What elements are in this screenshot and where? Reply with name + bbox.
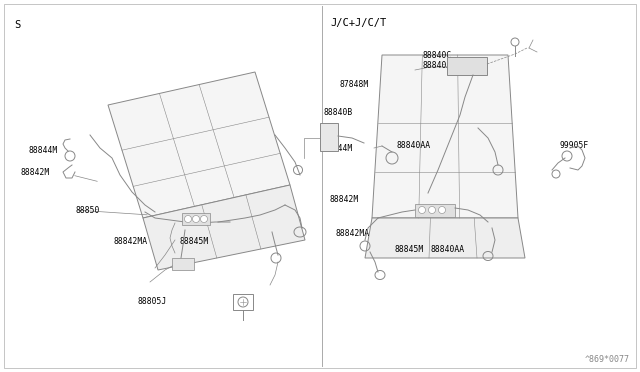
Text: 87848M: 87848M xyxy=(339,80,369,89)
Text: 88840A: 88840A xyxy=(422,61,452,70)
Text: 88842MA: 88842MA xyxy=(114,237,148,246)
Bar xyxy=(320,123,338,151)
Bar xyxy=(172,258,194,270)
Text: 99905F: 99905F xyxy=(560,141,589,150)
Circle shape xyxy=(184,215,191,222)
Text: 88840B: 88840B xyxy=(324,108,353,117)
Text: 88844M: 88844M xyxy=(29,146,58,155)
Text: 88845M: 88845M xyxy=(394,246,424,254)
Text: 88840C: 88840C xyxy=(422,51,452,60)
Bar xyxy=(182,213,210,225)
Text: ^869*0077: ^869*0077 xyxy=(585,355,630,364)
Text: J/C+J/C/T: J/C+J/C/T xyxy=(330,18,386,28)
Polygon shape xyxy=(108,72,290,218)
Circle shape xyxy=(429,206,435,214)
FancyBboxPatch shape xyxy=(233,294,253,310)
Text: 88842MA: 88842MA xyxy=(336,229,370,238)
Circle shape xyxy=(419,206,426,214)
Text: 88844M: 88844M xyxy=(324,144,353,153)
Text: 88845M: 88845M xyxy=(179,237,209,246)
Text: 88842M: 88842M xyxy=(330,195,359,203)
Text: 88840AA: 88840AA xyxy=(397,141,431,150)
Circle shape xyxy=(200,215,207,222)
Polygon shape xyxy=(143,185,305,270)
Polygon shape xyxy=(365,218,525,258)
Text: S: S xyxy=(14,20,20,30)
Text: 88850: 88850 xyxy=(76,206,100,215)
Polygon shape xyxy=(372,55,518,218)
Circle shape xyxy=(438,206,445,214)
Text: 88842M: 88842M xyxy=(20,169,50,177)
Circle shape xyxy=(193,215,200,222)
Bar xyxy=(447,57,487,75)
Text: 88805J: 88805J xyxy=(138,297,167,306)
Bar xyxy=(415,204,455,217)
Text: 88840AA: 88840AA xyxy=(431,246,465,254)
